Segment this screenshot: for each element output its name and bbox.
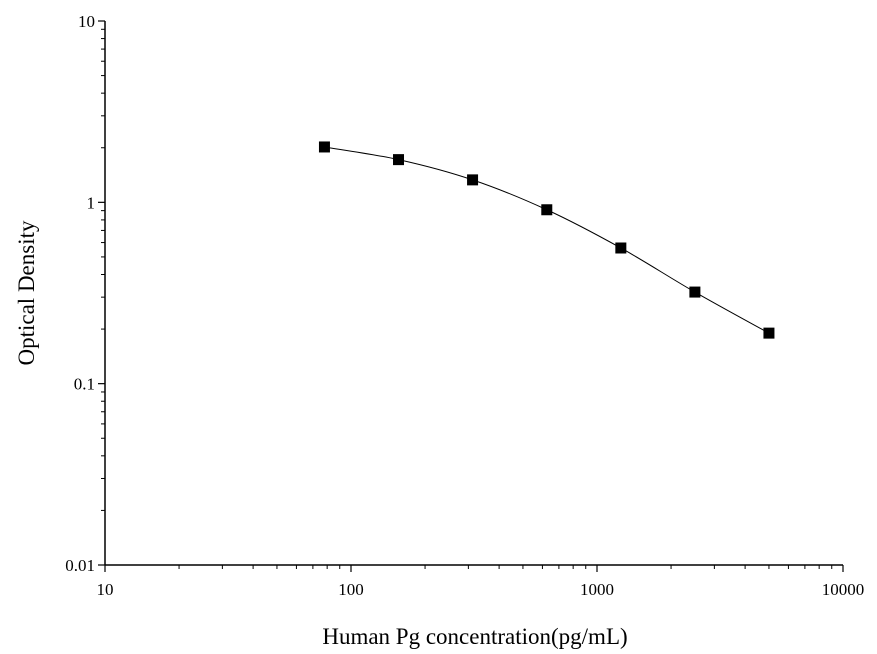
axes <box>104 21 843 566</box>
x-axis-title: Human Pg concentration(pg/mL) <box>322 624 627 649</box>
data-point <box>689 286 701 298</box>
tick-labels: 10 100 1000 10000 0.01 0.1 1 10 <box>65 12 864 599</box>
x-tick-label: 100 <box>338 580 364 599</box>
y-tick-label: 10 <box>78 12 95 31</box>
x-tick-label: 1000 <box>580 580 614 599</box>
data-point <box>467 174 479 186</box>
data-point <box>615 242 627 254</box>
y-tick-label: 0.01 <box>65 556 95 575</box>
fit-curve <box>324 146 770 334</box>
y-tick-label: 0.1 <box>74 375 95 394</box>
data-point <box>318 141 330 153</box>
x-tick-label: 10 <box>97 580 114 599</box>
y-axis-title: Optical Density <box>14 220 39 365</box>
x-tick-label: 10000 <box>822 580 865 599</box>
data-point <box>763 327 775 339</box>
ticks <box>98 20 844 572</box>
data-point <box>541 204 553 216</box>
y-tick-label: 1 <box>87 193 96 212</box>
data-point <box>393 154 405 166</box>
data-points <box>318 141 775 339</box>
